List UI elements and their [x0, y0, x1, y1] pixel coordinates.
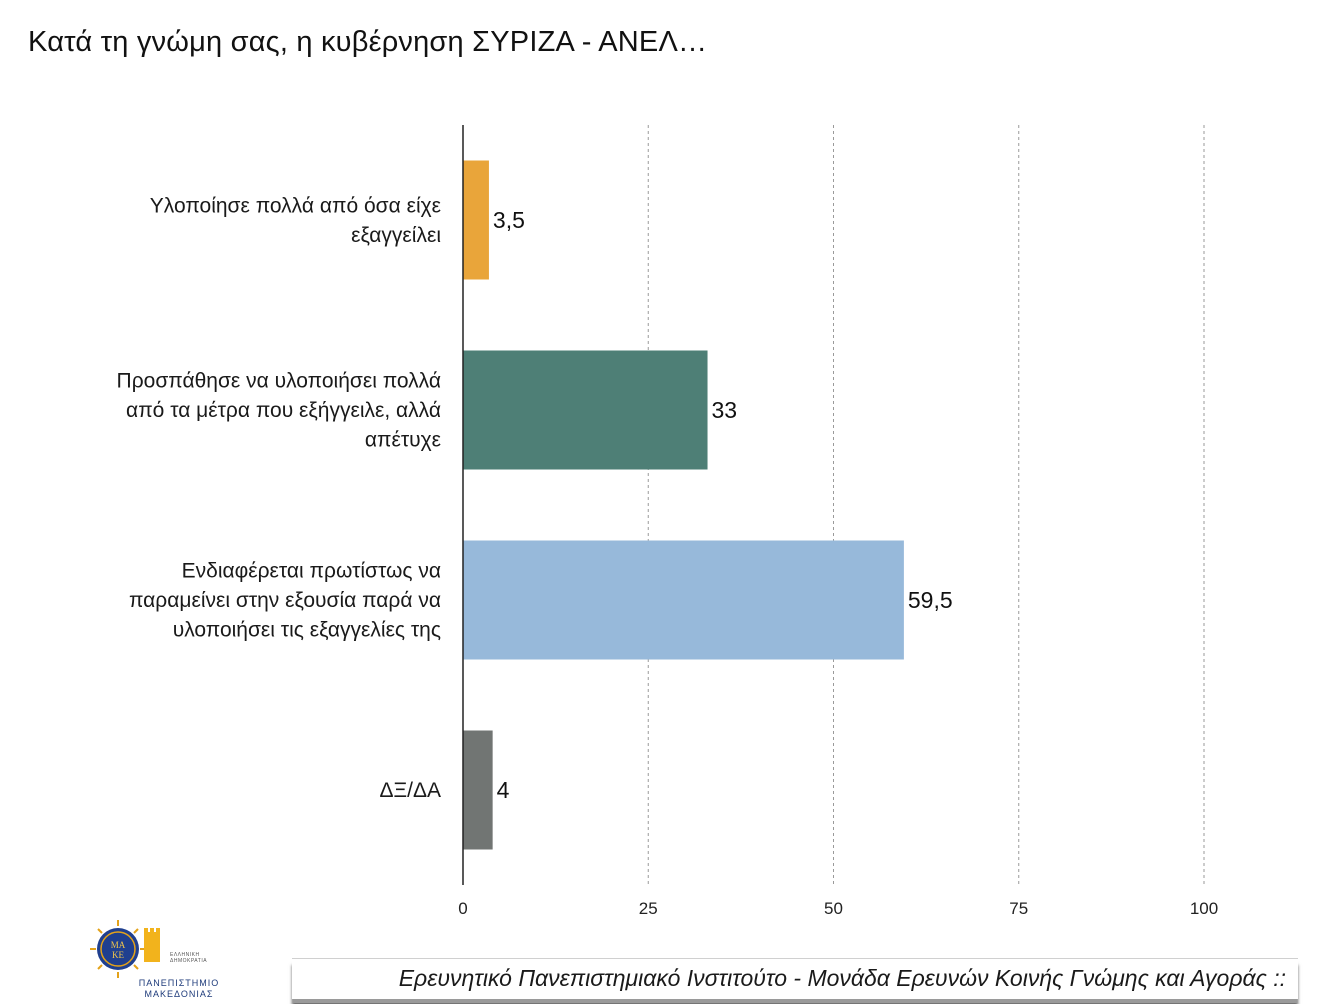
university-seal-icon: ΜΑ ΚΕ: [90, 920, 160, 978]
bar-chart: 0 25 50 75 100 3,5 Υλοποίησε πολλά από όσα είχ…: [117, 125, 1218, 918]
data-label: 33: [712, 397, 738, 423]
university-logo: ΜΑ ΚΕ ΕΛΛΗΝΙΚΗ ΔΗΜΟΚΡΑΤΙΑ ΠΑΝΕΠΙΣΤΗΜΙΟ Μ…: [84, 918, 240, 1002]
logo-name: ΠΑΝΕΠΙΣΤΗΜΙΟ ΜΑΚΕΔΟΝΙΑΣ: [138, 978, 220, 999]
logo-small-text: ΕΛΛΗΝΙΚΗ ΔΗΜΟΚΡΑΤΙΑ: [170, 952, 208, 964]
x-tick-label: 75: [1009, 899, 1028, 918]
category-label: ΔΞ/ΔΑ: [379, 779, 441, 802]
category-label: Προσπάθησε να υλοποιήσει πολλά από τα μέτ…: [117, 370, 441, 452]
footer-text: Ερευνητικό Πανεπιστημιακό Ινστιτούτο - Μ…: [398, 965, 1286, 991]
bar: [463, 540, 904, 660]
data-label: 59,5: [908, 587, 953, 613]
x-tick-label: 100: [1190, 899, 1218, 918]
seal-letters: ΚΕ: [112, 950, 124, 960]
footer-banner: Ερευνητικό Πανεπιστημιακό Ινστιτούτο - Μ…: [292, 958, 1298, 999]
bar: [463, 350, 708, 470]
category-label: Υλοποίησε πολλά από όσα είχε εξαγγείλει: [150, 194, 442, 247]
data-label: 3,5: [493, 207, 525, 233]
bar: [463, 730, 493, 850]
bar: [463, 160, 489, 280]
category-label: Ενδιαφέρεται πρωτίστως να παραμείνει στην…: [129, 560, 441, 642]
data-label: 4: [497, 777, 510, 803]
x-tick-label: 0: [458, 899, 467, 918]
x-tick-label: 50: [824, 899, 843, 918]
seal-letters: ΜΑ: [111, 940, 126, 950]
chart-title: Κατά τη γνώμη σας, η κυβέρνηση ΣΥΡΙΖΑ - …: [28, 26, 708, 58]
x-tick-label: 25: [639, 899, 658, 918]
